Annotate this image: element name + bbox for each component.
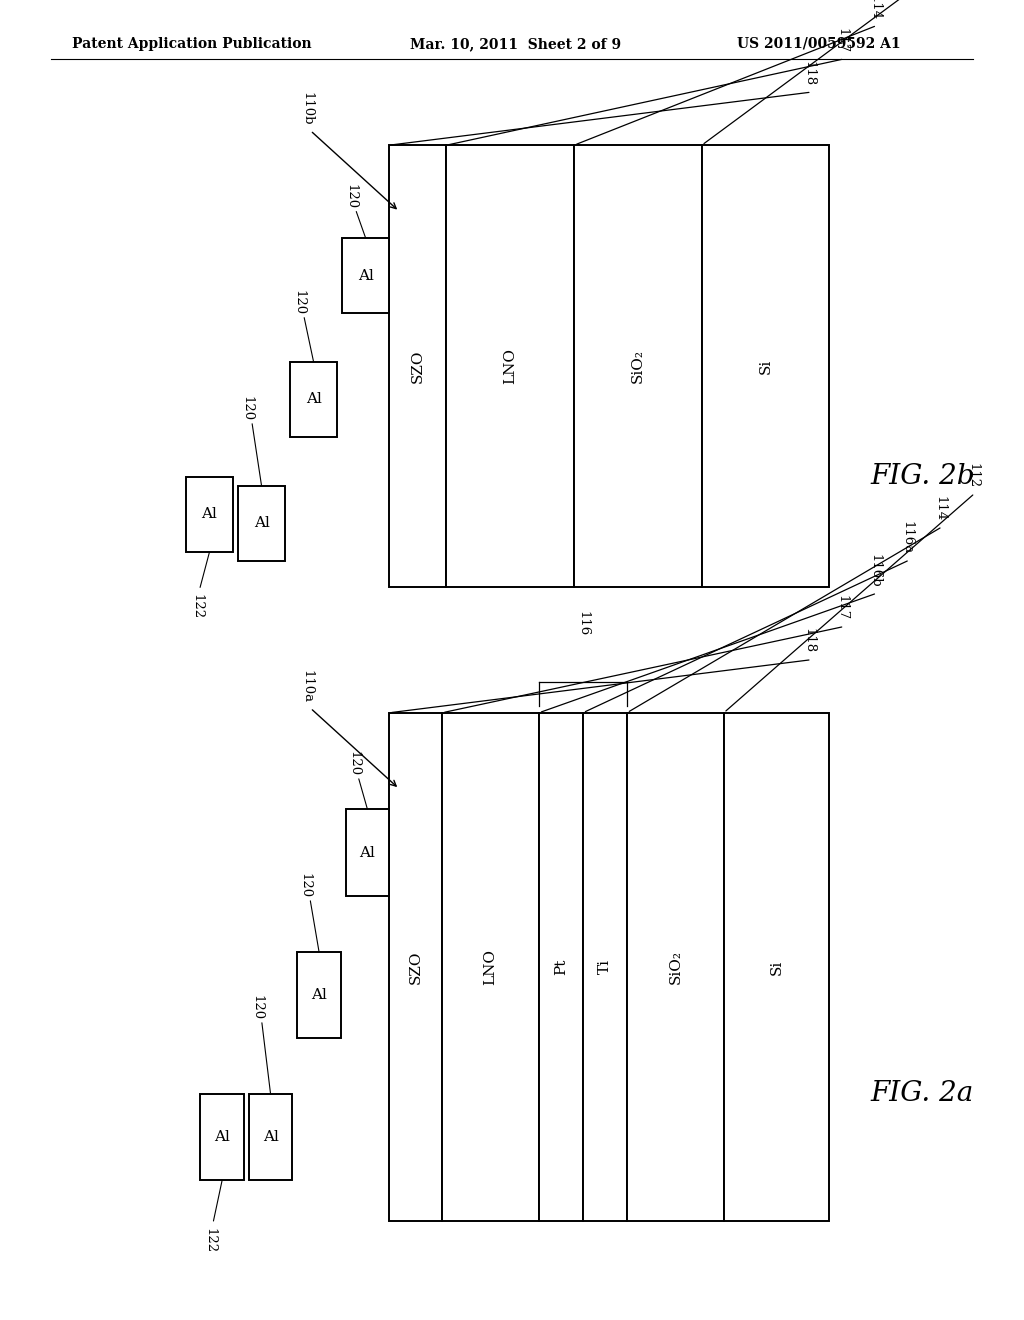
Bar (290, 362, 337, 437)
Text: Al: Al (311, 987, 327, 1002)
Text: Mar. 10, 2011  Sheet 2 of 9: Mar. 10, 2011 Sheet 2 of 9 (410, 37, 621, 51)
Bar (297, 952, 341, 1038)
Text: 120: 120 (293, 290, 305, 315)
Text: Si: Si (759, 359, 772, 374)
Text: 118: 118 (803, 61, 815, 86)
Text: 117: 117 (836, 28, 848, 53)
Bar (574, 145, 701, 587)
Text: SiO₂: SiO₂ (631, 350, 645, 383)
Text: 112: 112 (967, 463, 979, 488)
Bar (701, 145, 829, 587)
Text: 122: 122 (204, 1228, 217, 1253)
Text: Al: Al (202, 507, 217, 521)
Text: Ti: Ti (598, 960, 612, 974)
Bar (442, 713, 539, 1221)
Text: Al: Al (357, 269, 374, 282)
Text: LNO: LNO (503, 348, 517, 384)
Text: 120: 120 (345, 183, 357, 209)
Text: 120: 120 (347, 751, 360, 776)
Bar (249, 1094, 292, 1180)
Bar (446, 145, 574, 587)
Bar (389, 713, 442, 1221)
Text: SZO: SZO (409, 950, 423, 983)
Bar (346, 809, 389, 896)
Text: 120: 120 (299, 873, 311, 898)
Bar (627, 713, 724, 1221)
Text: 110a: 110a (301, 671, 313, 704)
Text: 118: 118 (803, 628, 815, 653)
Text: FIG. 2a: FIG. 2a (870, 1081, 974, 1107)
Text: 114: 114 (868, 0, 881, 20)
Text: Al: Al (262, 1130, 279, 1144)
Text: 122: 122 (190, 594, 204, 619)
Bar (724, 713, 829, 1221)
Text: Pt: Pt (554, 958, 568, 975)
Bar (342, 238, 389, 313)
Text: FIG. 2b: FIG. 2b (870, 463, 975, 490)
Text: 120: 120 (241, 396, 254, 421)
Bar (201, 1094, 244, 1180)
Text: 117: 117 (836, 595, 848, 620)
Text: LNO: LNO (483, 949, 498, 985)
Text: Patent Application Publication: Patent Application Publication (72, 37, 311, 51)
Bar (389, 145, 446, 587)
Text: Al: Al (214, 1130, 230, 1144)
Text: SZO: SZO (411, 350, 425, 383)
Text: SiO₂: SiO₂ (669, 950, 682, 983)
Text: Al: Al (359, 846, 376, 859)
Bar (583, 713, 627, 1221)
Bar (539, 713, 583, 1221)
Text: Al: Al (305, 392, 322, 407)
Text: Si: Si (770, 960, 783, 974)
Text: Al: Al (254, 516, 269, 531)
Text: 116b: 116b (868, 554, 881, 587)
Text: 116: 116 (577, 611, 590, 636)
Text: 114: 114 (934, 496, 946, 521)
Text: 120: 120 (250, 995, 263, 1020)
Text: 116a: 116a (901, 521, 913, 554)
Bar (238, 486, 285, 561)
Bar (186, 477, 232, 552)
Text: 110b: 110b (301, 92, 313, 125)
Text: US 2011/0059592 A1: US 2011/0059592 A1 (737, 37, 901, 51)
